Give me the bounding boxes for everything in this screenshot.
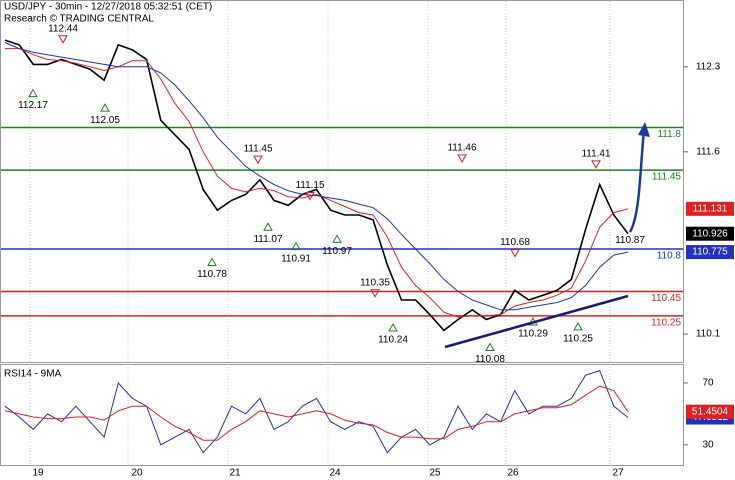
projection-arrow — [628, 129, 646, 233]
trend-line — [444, 294, 629, 349]
rsi-title: RSI14 - 9MA — [4, 369, 62, 380]
x-tick-label: 20 — [131, 468, 143, 479]
low-marker — [100, 103, 110, 112]
high-marker — [370, 289, 380, 298]
high-label: 111.41 — [581, 149, 611, 160]
high-marker — [58, 35, 68, 44]
high-marker — [253, 155, 263, 165]
y-tick-label: 30 — [702, 440, 714, 451]
rsi-panel — [0, 364, 684, 466]
level-label: 110.25 — [651, 317, 681, 328]
low-label: 110.25 — [563, 333, 593, 344]
high-label: 110.35 — [360, 277, 390, 288]
low-label: 110.29 — [518, 329, 548, 340]
x-tick-label: 25 — [429, 468, 441, 479]
high-marker — [510, 249, 520, 258]
y-tick-label: 111.6 — [696, 146, 720, 157]
level-label: 110.45 — [651, 293, 681, 304]
series-line — [5, 48, 629, 318]
high-label: 111.15 — [295, 180, 325, 191]
last-value-box — [686, 226, 734, 241]
header-credit: Research © TRADING CENTRAL — [4, 14, 154, 25]
last-value-label: 111.131 — [693, 203, 728, 214]
last-value-label: 110.926 — [692, 228, 728, 239]
price-panel — [0, 0, 684, 363]
header-title: USD/JPY - 30min - 12/27/2018 05:32:51 (C… — [4, 2, 212, 13]
low-label: 112.17 — [18, 100, 48, 111]
x-tick-label: 21 — [229, 468, 241, 479]
last-value-box — [686, 245, 734, 260]
projection-arrowhead — [638, 122, 650, 137]
high-marker — [457, 154, 467, 163]
low-label: 112.05 — [90, 115, 120, 126]
level-label: 110.8 — [657, 251, 682, 262]
y-tick-label: 112.3 — [696, 61, 721, 72]
low-label: 110.97 — [322, 246, 352, 257]
low-label: 110.08 — [475, 354, 505, 365]
note-label: 110.87 — [615, 235, 645, 246]
low-marker — [291, 241, 301, 251]
low-marker — [485, 342, 495, 351]
high-label: 110.68 — [500, 237, 530, 248]
low-marker — [332, 234, 342, 243]
high-label: 111.45 — [243, 144, 273, 155]
x-tick-label: 19 — [32, 468, 44, 479]
last-value-label: 51.4504 — [692, 406, 729, 417]
low-marker — [573, 321, 583, 331]
low-marker — [207, 257, 217, 266]
low-label: 110.78 — [197, 269, 227, 280]
low-label: 110.24 — [378, 335, 408, 346]
low-marker — [388, 323, 398, 332]
series-line — [4, 42, 629, 311]
high-marker — [591, 160, 601, 169]
y-tick-label: 110.1 — [696, 329, 721, 340]
high-label: 111.46 — [447, 142, 477, 153]
level-label: 111.8 — [657, 129, 681, 140]
level-label: 111.45 — [652, 172, 682, 183]
series-line — [4, 39, 629, 332]
last-value-label: 110.775 — [692, 247, 728, 258]
low-marker — [28, 88, 38, 98]
x-tick-label: 26 — [507, 468, 519, 479]
series-line — [4, 369, 629, 454]
last-value-box — [686, 201, 734, 216]
low-label: 110.91 — [281, 253, 311, 264]
last-value-box — [686, 404, 734, 419]
y-tick-label: 70 — [702, 378, 714, 389]
low-marker — [263, 222, 273, 231]
series-line — [4, 385, 629, 441]
x-tick-label: 24 — [329, 468, 341, 479]
high-label: 112.44 — [48, 23, 78, 34]
low-label: 111.07 — [253, 234, 283, 245]
high-marker — [305, 192, 315, 201]
x-tick-label: 27 — [612, 468, 624, 479]
